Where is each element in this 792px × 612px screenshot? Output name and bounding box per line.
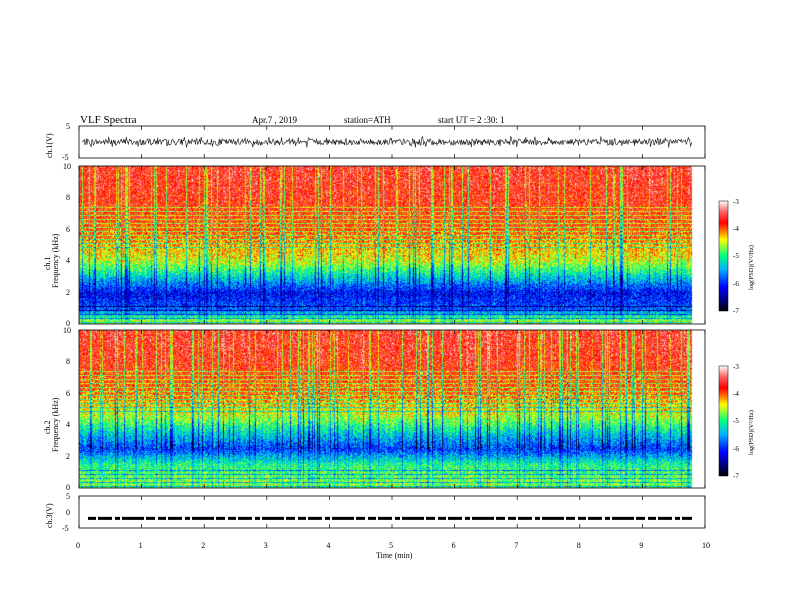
x-tick-label-9: 9 [639,541,643,550]
ch1-ytick-0: 0 [66,319,70,328]
ch1-spectrogram-ylabel: ch.1Frequency (kHz) [43,233,60,288]
ch1-ytick-8: 8 [66,193,70,202]
ch2-spectrogram-image [79,330,705,488]
x-tick-label-0: 0 [76,541,80,550]
ch1-ytick-bottom: -5 [62,153,69,162]
ch1-colorbar-label: log(PSD)(V²/Hz) [748,245,755,290]
ch2-ytick-2: 2 [66,452,70,461]
cb2-tick-m7: -7 [733,472,739,480]
ch1-ytick-top: 5 [66,122,70,131]
cb2-tick-m4: -4 [733,390,739,398]
ch1-waveform-line [81,135,693,148]
cb1-tick-m4: -4 [733,225,739,233]
ch1-colorbar-gradient [718,200,729,312]
ch2-colorbar: -3 -4 -5 -6 -7 log(PSD)(V²/Hz) [718,363,755,480]
ch2-spectrogram-ylabel: ch.2Frequency (kHz) [43,397,60,452]
ch2-ytick-0: 0 [66,483,70,492]
ch3-waveform-ylabel: ch.3(V) [45,503,54,528]
ch1-waveform-panel: 5 -5 ch.1(V) [45,122,706,162]
cb1-tick-m7: -7 [733,307,739,315]
cb1-tick-m5: -5 [733,252,739,260]
ch2-ytick-8: 8 [66,357,70,366]
ch1-ytick-4: 4 [66,256,70,265]
ch2-ytick-10: 10 [63,326,71,335]
x-tick-label-6: 6 [452,541,456,550]
ch2-yticks: 0 2 4 6 8 10 [63,326,71,492]
ch1-ytick-2: 2 [66,288,70,297]
ch2-ytick-4: 4 [66,420,70,429]
x-tick-label-10: 10 [702,541,710,550]
cb2-tick-m5: -5 [733,417,739,425]
ch1-ytick-6: 6 [66,225,70,234]
x-tick-label-1: 1 [139,541,143,550]
ch1-spectrogram-panel: 0 2 4 6 8 10 ch.1Frequency (kHz) [43,162,706,328]
header-date: Apr.7 , 2019 [252,115,298,125]
ch1-colorbar: -3 -4 -5 -6 -7 log(PSD)(V²/Hz) [718,198,755,315]
ch1-waveform-ylabel: ch.1(V) [45,133,54,158]
ch3-ytick-mid: 0 [66,508,70,517]
cb1-tick-m3: -3 [733,198,739,206]
cb1-tick-m6: -6 [733,280,739,288]
ch2-colorbar-label: log(PSD)(V²/Hz) [748,410,755,455]
ch1-ytick-10: 10 [63,162,71,171]
ch3-waveform-panel: 5 0 -5 ch.3(V) [45,492,706,533]
ch1-spectrogram-image [79,166,705,324]
ch3-waveform-frame [78,495,706,529]
ch3-ytick-bottom: -5 [62,524,69,533]
x-tick-label-7: 7 [514,541,518,550]
ch2-spectrogram-panel: 0 2 4 6 8 10 ch.2Frequency (kHz) [43,326,706,492]
x-tick-label-8: 8 [577,541,581,550]
ch2-colorbar-gradient [718,365,729,477]
time-axis-label: Time (min) [376,551,413,560]
cb2-tick-m6: -6 [733,445,739,453]
ch1-yticks: 0 2 4 6 8 10 [63,162,71,328]
ch2-ytick-6: 6 [66,389,70,398]
header-start-time: start UT = 2 :30: 1 [438,115,505,125]
x-tick-label-3: 3 [264,541,268,550]
figure-title: VLF Spectra [80,114,137,126]
header-station: station=ATH [344,115,391,125]
x-tick-label-4: 4 [326,541,330,550]
x-tick-label-2: 2 [201,541,205,550]
ch3-ytick-top: 5 [66,492,70,501]
x-tick-label-5: 5 [389,541,393,550]
cb2-tick-m3: -3 [733,363,739,371]
time-axis: 0 1 2 3 4 5 6 7 8 9 10 [76,126,710,550]
